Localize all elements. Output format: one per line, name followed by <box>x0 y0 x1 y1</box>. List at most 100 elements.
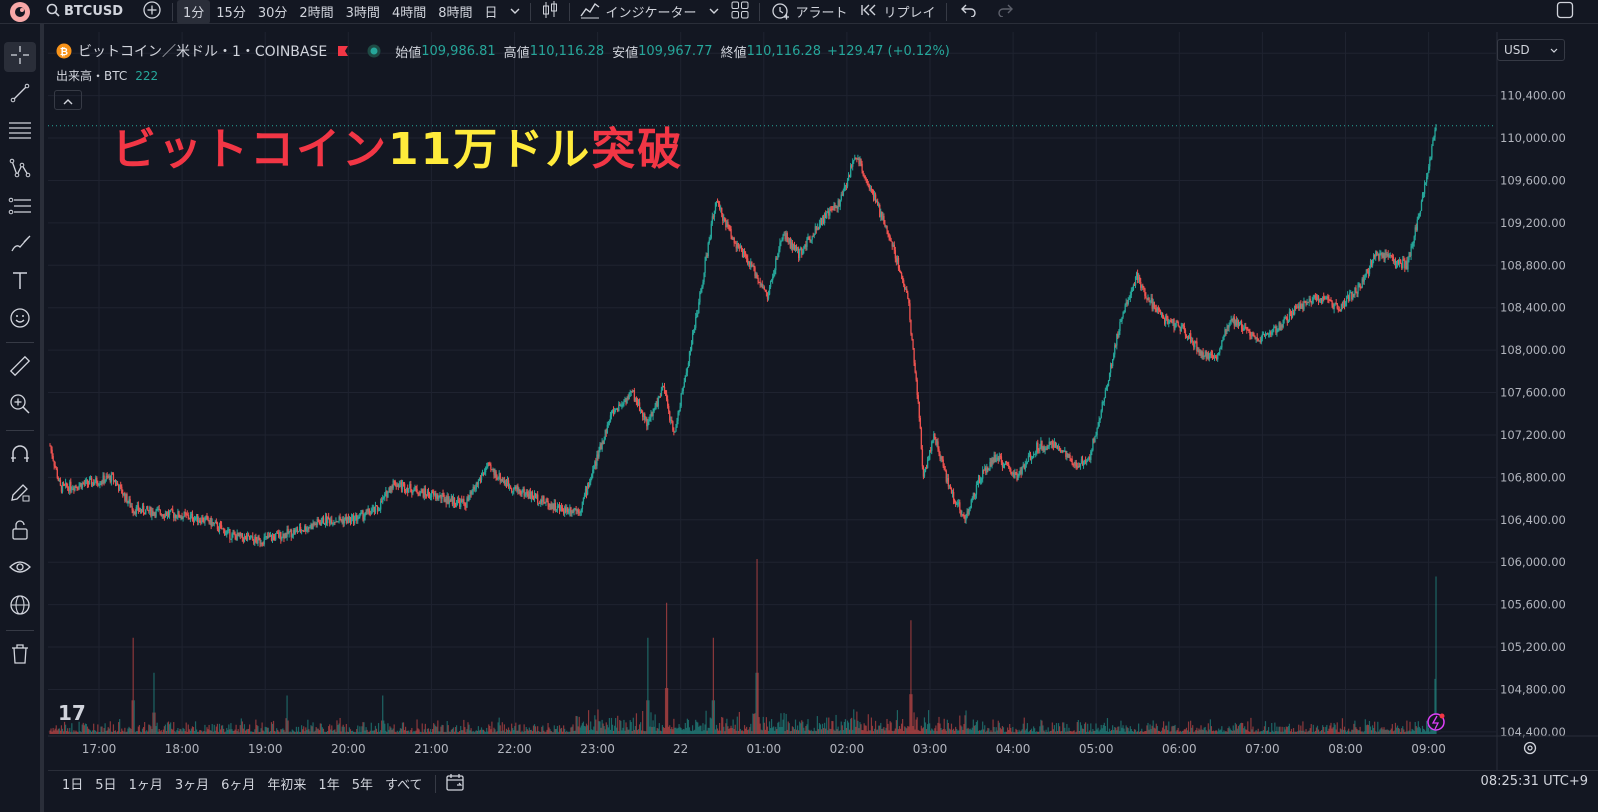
volume-bar <box>726 718 728 734</box>
candle-body <box>83 483 86 485</box>
range-all[interactable]: すべて <box>384 778 423 793</box>
volume-bar <box>1383 727 1385 734</box>
volume-bar <box>834 730 836 734</box>
interval-1d[interactable]: 日 <box>484 6 498 21</box>
zoom-tool[interactable] <box>4 391 36 421</box>
candle-body <box>362 510 364 520</box>
indicators-button[interactable]: インジケーター <box>574 0 703 24</box>
volume-bar <box>1052 729 1054 734</box>
candle-body <box>1380 252 1382 254</box>
candle-body <box>283 533 285 539</box>
volume-bar <box>520 732 522 734</box>
volume-bar <box>1172 725 1174 734</box>
magnet-tool[interactable] <box>4 441 36 471</box>
volume-bar <box>1297 731 1299 734</box>
volume-bar <box>1274 722 1276 734</box>
volume-bar <box>320 723 322 734</box>
forecast-tool[interactable] <box>4 193 36 223</box>
delete-tool[interactable] <box>4 641 36 671</box>
volume-bar <box>773 726 775 734</box>
candle-body <box>463 499 465 504</box>
timezone-clock[interactable]: 08:25:31 UTC+9 <box>1480 774 1588 789</box>
candle-body <box>193 518 196 522</box>
volume-bar <box>757 672 759 734</box>
candle-body <box>1119 321 1121 332</box>
collapse-legend-button[interactable] <box>54 90 82 110</box>
currency-select[interactable]: USD <box>1497 39 1565 61</box>
fullscreen-button[interactable] <box>1550 0 1580 24</box>
candle-body <box>560 506 563 509</box>
candle-body <box>877 200 879 206</box>
text-tool[interactable] <box>4 268 36 298</box>
interval-30m[interactable]: 30分 <box>257 6 288 21</box>
volume-bar <box>1128 731 1130 734</box>
horizontal-lines-tool[interactable] <box>4 117 36 147</box>
alert-button[interactable]: アラート <box>764 0 854 24</box>
interval-15m[interactable]: 15分 <box>216 6 246 21</box>
trendline-tool[interactable] <box>4 80 36 110</box>
volume-bar <box>271 723 274 734</box>
range-ytd[interactable]: 年初来 <box>267 778 307 793</box>
candle-body <box>268 535 271 537</box>
price-chart[interactable]: 110,800.00110,400.00110,000.00109,600.00… <box>48 32 1598 770</box>
draw-mode-tool[interactable] <box>4 479 36 509</box>
volume-bar <box>729 728 731 734</box>
chart-type-button[interactable] <box>535 0 565 24</box>
pattern-tool[interactable] <box>4 155 36 185</box>
interval-8h[interactable]: 8時間 <box>438 6 473 21</box>
chart-pane[interactable]: 110,800.00110,400.00110,000.00109,600.00… <box>48 32 1598 770</box>
interval-dropdown[interactable] <box>504 0 526 24</box>
goto-date-button[interactable] <box>440 773 472 795</box>
volume-bar <box>350 731 353 734</box>
candle-body <box>1074 462 1076 465</box>
volume-bar <box>559 728 562 734</box>
range-5d[interactable]: 5日 <box>95 778 117 793</box>
candle-body <box>787 241 789 243</box>
candle-body <box>900 273 903 276</box>
interval-1m[interactable]: 1分 <box>177 0 211 24</box>
candle-body <box>613 409 616 414</box>
interval-4h[interactable]: 4時間 <box>391 6 427 21</box>
volume-bar <box>480 727 483 734</box>
candle-body <box>308 527 310 529</box>
range-1m[interactable]: 1ヶ月 <box>128 778 163 793</box>
emoji-tool[interactable] <box>4 305 36 335</box>
undo-button[interactable] <box>951 0 987 24</box>
compare-add-button[interactable] <box>136 0 168 24</box>
flag-icon[interactable] <box>337 45 349 57</box>
symbol-search[interactable]: BTCUSD <box>40 0 136 24</box>
chart-settings-button[interactable] <box>1522 740 1538 760</box>
headline-annotation[interactable]: ビットコイン11万ドル突破 <box>112 113 683 177</box>
volume-bar <box>634 725 636 734</box>
volume-bar <box>1054 731 1057 734</box>
volume-bar <box>266 727 268 734</box>
ruler-tool[interactable] <box>4 353 36 383</box>
indicators-dropdown[interactable] <box>703 0 725 24</box>
interval-3h[interactable]: 3時間 <box>345 6 380 21</box>
volume-bar <box>1328 728 1330 734</box>
volume-bar <box>819 724 822 734</box>
volume-bar <box>1022 723 1024 734</box>
layouts-button[interactable] <box>725 0 755 24</box>
volume-bar <box>261 722 263 734</box>
crosshair-tool[interactable] <box>4 42 36 72</box>
visibility-tool[interactable] <box>4 554 36 584</box>
object-tree-tool[interactable] <box>4 592 36 622</box>
volume-bar <box>285 718 287 734</box>
volume-bar <box>481 729 484 734</box>
replay-button[interactable]: リプレイ <box>854 0 942 24</box>
volume-bar <box>833 729 835 734</box>
range-3m[interactable]: 3ヶ月 <box>174 778 210 793</box>
candle-body <box>72 488 74 490</box>
brush-tool[interactable] <box>4 231 36 261</box>
range-6m[interactable]: 6ヶ月 <box>221 778 256 793</box>
interval-2h[interactable]: 2時間 <box>299 6 334 21</box>
range-1d[interactable]: 1日 <box>62 778 84 793</box>
redo-button[interactable] <box>987 0 1023 24</box>
candle-body <box>814 226 816 234</box>
range-5y[interactable]: 5年 <box>351 778 373 793</box>
volume-bar <box>379 731 381 734</box>
user-avatar[interactable] <box>0 0 40 24</box>
lock-tool[interactable] <box>4 517 36 547</box>
range-1y[interactable]: 1年 <box>318 778 340 793</box>
